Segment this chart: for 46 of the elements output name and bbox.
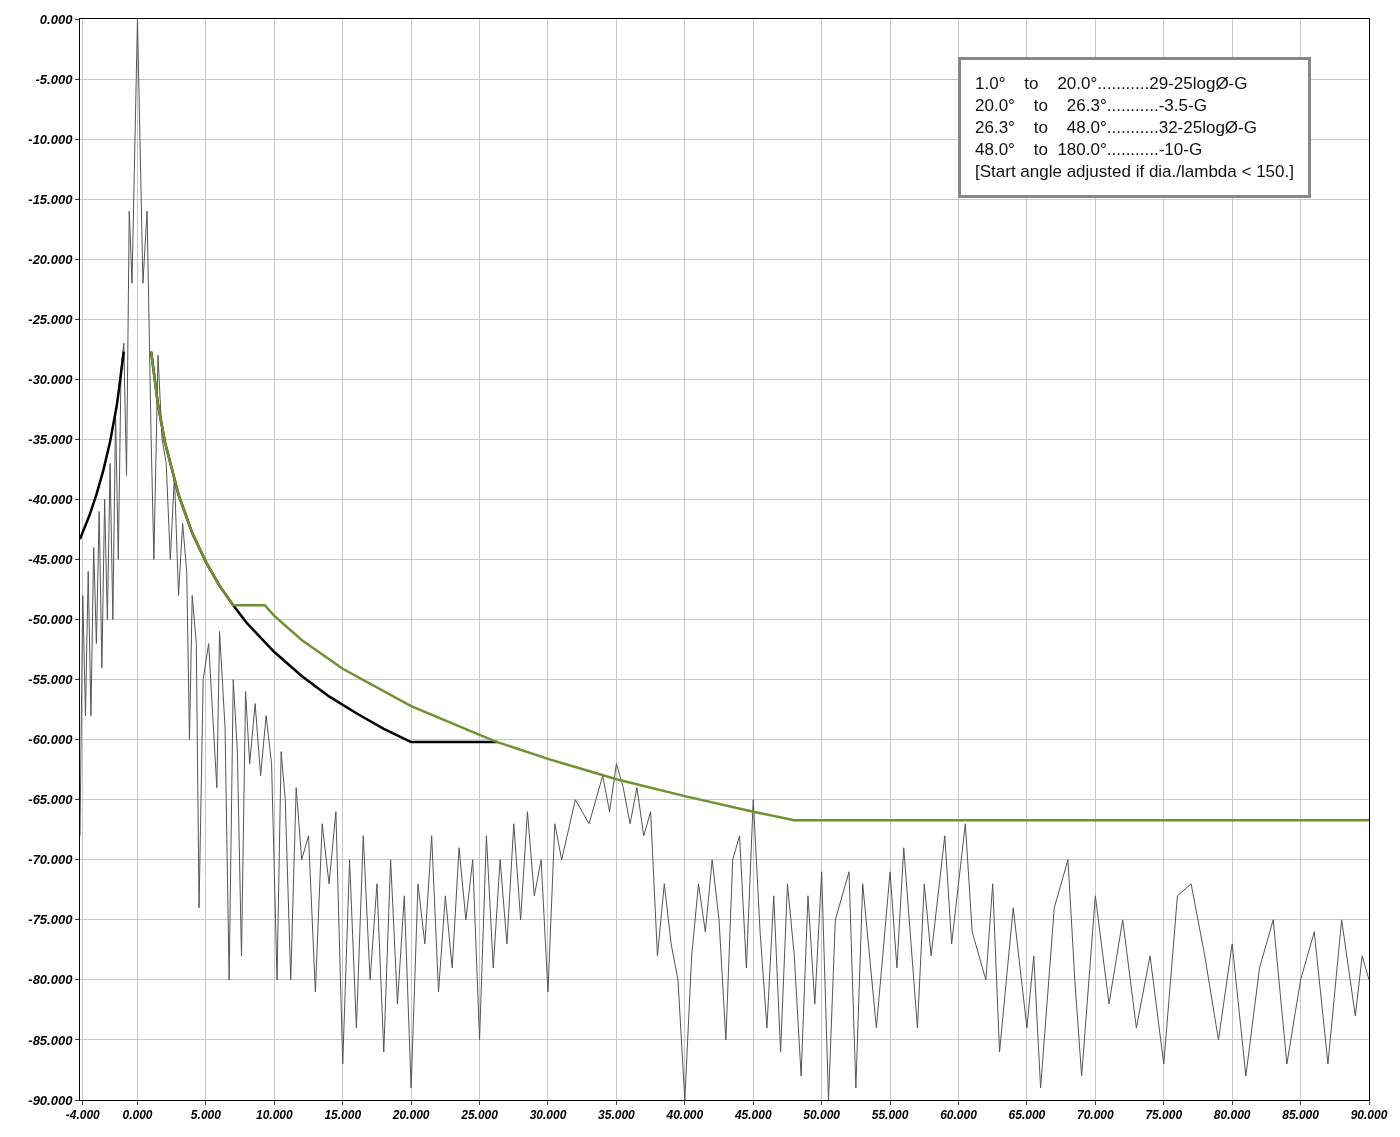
x-tick-label: 5.000: [190, 1108, 222, 1123]
x-tick-label: 45.000: [733, 1108, 772, 1123]
annotation: [Start angle adjusted if dia./lambda < 150.]: [975, 162, 1294, 182]
x-tick-label: 90.000: [1350, 1108, 1388, 1123]
annotation: 20.0° to 26.3°...........-3.5-G: [975, 96, 1207, 116]
x-tick-label: 35.000: [598, 1108, 636, 1123]
y-tick-label: -80.000: [28, 972, 74, 988]
y-tick-label: -10.000: [28, 131, 74, 147]
x-tick-label: 55.000: [871, 1108, 909, 1123]
y-tick-label: -65.000: [28, 792, 74, 808]
y-tick-label: -45.000: [28, 552, 74, 568]
y-tick-label: -55.000: [28, 672, 74, 688]
x-tick-label: 25.000: [460, 1108, 499, 1123]
x-tick-label: -4.000: [65, 1108, 101, 1123]
x-tick-label: 75.000: [1145, 1108, 1183, 1123]
x-tick-label: 15.000: [324, 1108, 362, 1123]
annotation: 26.3° to 48.0°...........32-25logØ-G: [975, 118, 1257, 138]
y-tick-label: -20.000: [28, 251, 74, 267]
x-tick-label: 10.000: [255, 1108, 293, 1123]
x-tick-label: 50.000: [803, 1108, 841, 1123]
x-tick-label: 60.000: [940, 1108, 978, 1123]
y-tick-label: -50.000: [28, 612, 74, 628]
line-series: [80, 19, 1369, 1100]
y-tick-label: -25.000: [28, 311, 74, 327]
y-tick-label: -30.000: [28, 371, 74, 387]
y-tick-label: -60.000: [28, 732, 74, 748]
x-tick-label: 20.000: [391, 1108, 430, 1123]
x-tick-label: 70.000: [1076, 1108, 1115, 1123]
x-tick-label: 40.000: [665, 1108, 704, 1123]
y-tick-label: -35.000: [28, 431, 74, 447]
y-tick-label: -40.000: [28, 491, 74, 507]
y-tick-label: -5.000: [35, 71, 74, 87]
y-tick-label: -90.000: [28, 1092, 74, 1108]
annotation: 1.0° to 20.0°...........29-25logØ-G: [975, 74, 1248, 93]
y-tick-label: -85.000: [28, 1032, 74, 1048]
y-tick-label: -70.000: [28, 852, 74, 868]
y-tick-label: 0.000: [39, 11, 74, 27]
x-tick-label: 0.000: [122, 1108, 153, 1123]
y-tick-label: -75.000: [28, 912, 74, 928]
x-tick-label: 30.000: [529, 1108, 567, 1123]
x-tick-label: 80.000: [1213, 1108, 1251, 1123]
line-series: [149, 350, 1369, 822]
x-tick-label: 85.000: [1282, 1108, 1320, 1123]
x-tick-label: 65.000: [1008, 1108, 1046, 1123]
annotation: 48.0° to 180.0°...........-10-G: [975, 140, 1203, 160]
y-tick-label: -15.000: [28, 191, 74, 207]
